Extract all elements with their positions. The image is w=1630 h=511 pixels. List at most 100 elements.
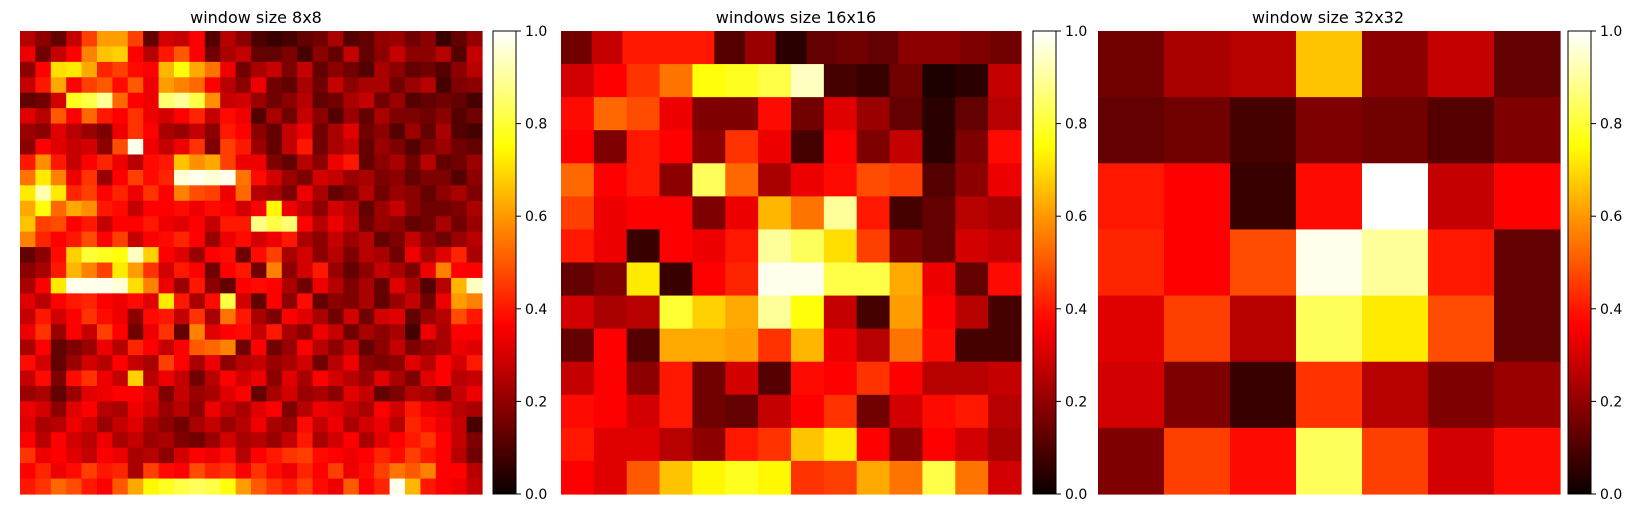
heatmap-cell: [328, 478, 344, 495]
heatmap-cell: [312, 31, 329, 48]
heatmap-cell: [312, 154, 329, 171]
heatmap-cell: [626, 130, 661, 164]
heatmap-cell: [856, 427, 891, 462]
heatmap-cell: [112, 416, 129, 433]
heatmap-cell: [405, 385, 421, 402]
heatmap-cell: [561, 229, 595, 264]
heatmap-cell: [143, 308, 160, 325]
heatmap-cell: [328, 447, 344, 464]
heatmap-cell: [220, 154, 237, 171]
panel-title: windows size 16x16: [716, 8, 876, 27]
heatmap-cell: [189, 231, 206, 248]
heatmap-cell: [312, 308, 329, 325]
heatmap-cell: [204, 61, 221, 78]
heatmap-cell: [189, 324, 206, 341]
heatmap-cell: [405, 262, 421, 279]
heatmap-cell: [561, 295, 595, 330]
colorbar-tick-label: 0.4: [525, 302, 547, 318]
heatmap-cell: [174, 31, 190, 48]
heatmap-cell: [189, 108, 206, 125]
heatmap-cell: [235, 447, 252, 464]
heatmap-cell: [235, 463, 252, 480]
heatmap-cell: [922, 460, 956, 495]
heatmap-cell: [451, 447, 468, 464]
heatmap-cell: [990, 31, 1022, 65]
heatmap-cell: [867, 31, 899, 65]
heatmap-cell: [81, 216, 98, 233]
heatmap-cell: [466, 231, 483, 248]
heatmap-cell: [593, 427, 628, 462]
heatmap-cell: [35, 123, 52, 140]
heatmap-cell: [235, 108, 252, 125]
heatmap-cell: [420, 61, 437, 78]
heatmap-cell: [343, 277, 360, 294]
heatmap-cell: [35, 247, 52, 264]
heatmap-cell: [220, 308, 237, 325]
heatmap-cell: [466, 262, 483, 279]
heatmap-cell: [405, 139, 421, 156]
heatmap-cell: [328, 61, 344, 78]
heatmap-cell: [725, 196, 759, 231]
heatmap-cell: [251, 339, 267, 356]
heatmap-cell: [281, 46, 298, 63]
heatmap-cell: [220, 262, 237, 279]
heatmap-cell: [127, 293, 144, 310]
heatmap-cell: [189, 478, 206, 495]
heatmap-cell: [66, 463, 83, 480]
heatmap-cell: [20, 262, 36, 279]
heatmap-cell: [297, 385, 314, 402]
colorbar-gradient: [1567, 30, 1592, 495]
heatmap-cell: [922, 97, 956, 131]
heatmap-cell: [451, 46, 468, 63]
heatmap-cell: [35, 108, 52, 125]
heatmap-cell: [158, 108, 175, 125]
heatmap-cell: [405, 463, 421, 480]
heatmap-cell: [297, 108, 314, 125]
heatmap-cell: [1362, 295, 1429, 363]
heatmap-cell: [1362, 31, 1429, 98]
heatmap-cell: [97, 77, 113, 94]
heatmap-cell: [659, 229, 694, 264]
heatmap-cell: [692, 196, 726, 231]
heatmap-cell: [435, 447, 452, 464]
heatmap-cell: [66, 447, 83, 464]
heatmap-cell: [343, 339, 360, 356]
heatmap-cell: [189, 293, 206, 310]
heatmap-cells: [1098, 31, 1561, 495]
heatmap-cell: [466, 77, 483, 94]
heatmap-cell: [435, 416, 452, 433]
heatmap-cell: [1098, 295, 1165, 363]
heatmap-cell: [389, 185, 406, 202]
heatmap-cell: [405, 416, 421, 433]
heatmap-cell: [189, 247, 206, 264]
heatmap-cell: [955, 460, 989, 495]
heatmap-cell: [466, 324, 483, 341]
heatmap-cell: [174, 92, 190, 109]
heatmap-cell: [435, 46, 452, 63]
heatmap-cell: [112, 370, 129, 387]
heatmap-cell: [127, 339, 144, 356]
heatmap-cell: [143, 385, 160, 402]
heatmap-cell: [266, 262, 283, 279]
heatmap-cell: [328, 200, 344, 217]
heatmap-cell: [266, 31, 283, 48]
heatmap-cell: [435, 200, 452, 217]
heatmap-cell: [389, 231, 406, 248]
heatmap-cell: [220, 401, 237, 418]
heatmap-cell: [451, 92, 468, 109]
heatmap-cell: [358, 247, 375, 264]
heatmap-cell: [281, 463, 298, 480]
heatmap-cell: [561, 130, 595, 164]
heatmap-cell: [158, 463, 175, 480]
colorbar: 0.0 0.2 0.4 0.6 0.8 1.0: [492, 24, 547, 503]
heatmap-cell: [466, 185, 483, 202]
heatmap-cell: [35, 432, 52, 449]
heatmap-cell: [189, 447, 206, 464]
heatmap-cell: [312, 463, 329, 480]
heatmap-cell: [889, 361, 924, 396]
heatmap-cell: [127, 200, 144, 217]
heatmap-cell: [97, 416, 113, 433]
heatmap-cell: [266, 46, 283, 63]
heatmap-cell: [389, 77, 406, 94]
heatmap-cell: [758, 130, 792, 164]
